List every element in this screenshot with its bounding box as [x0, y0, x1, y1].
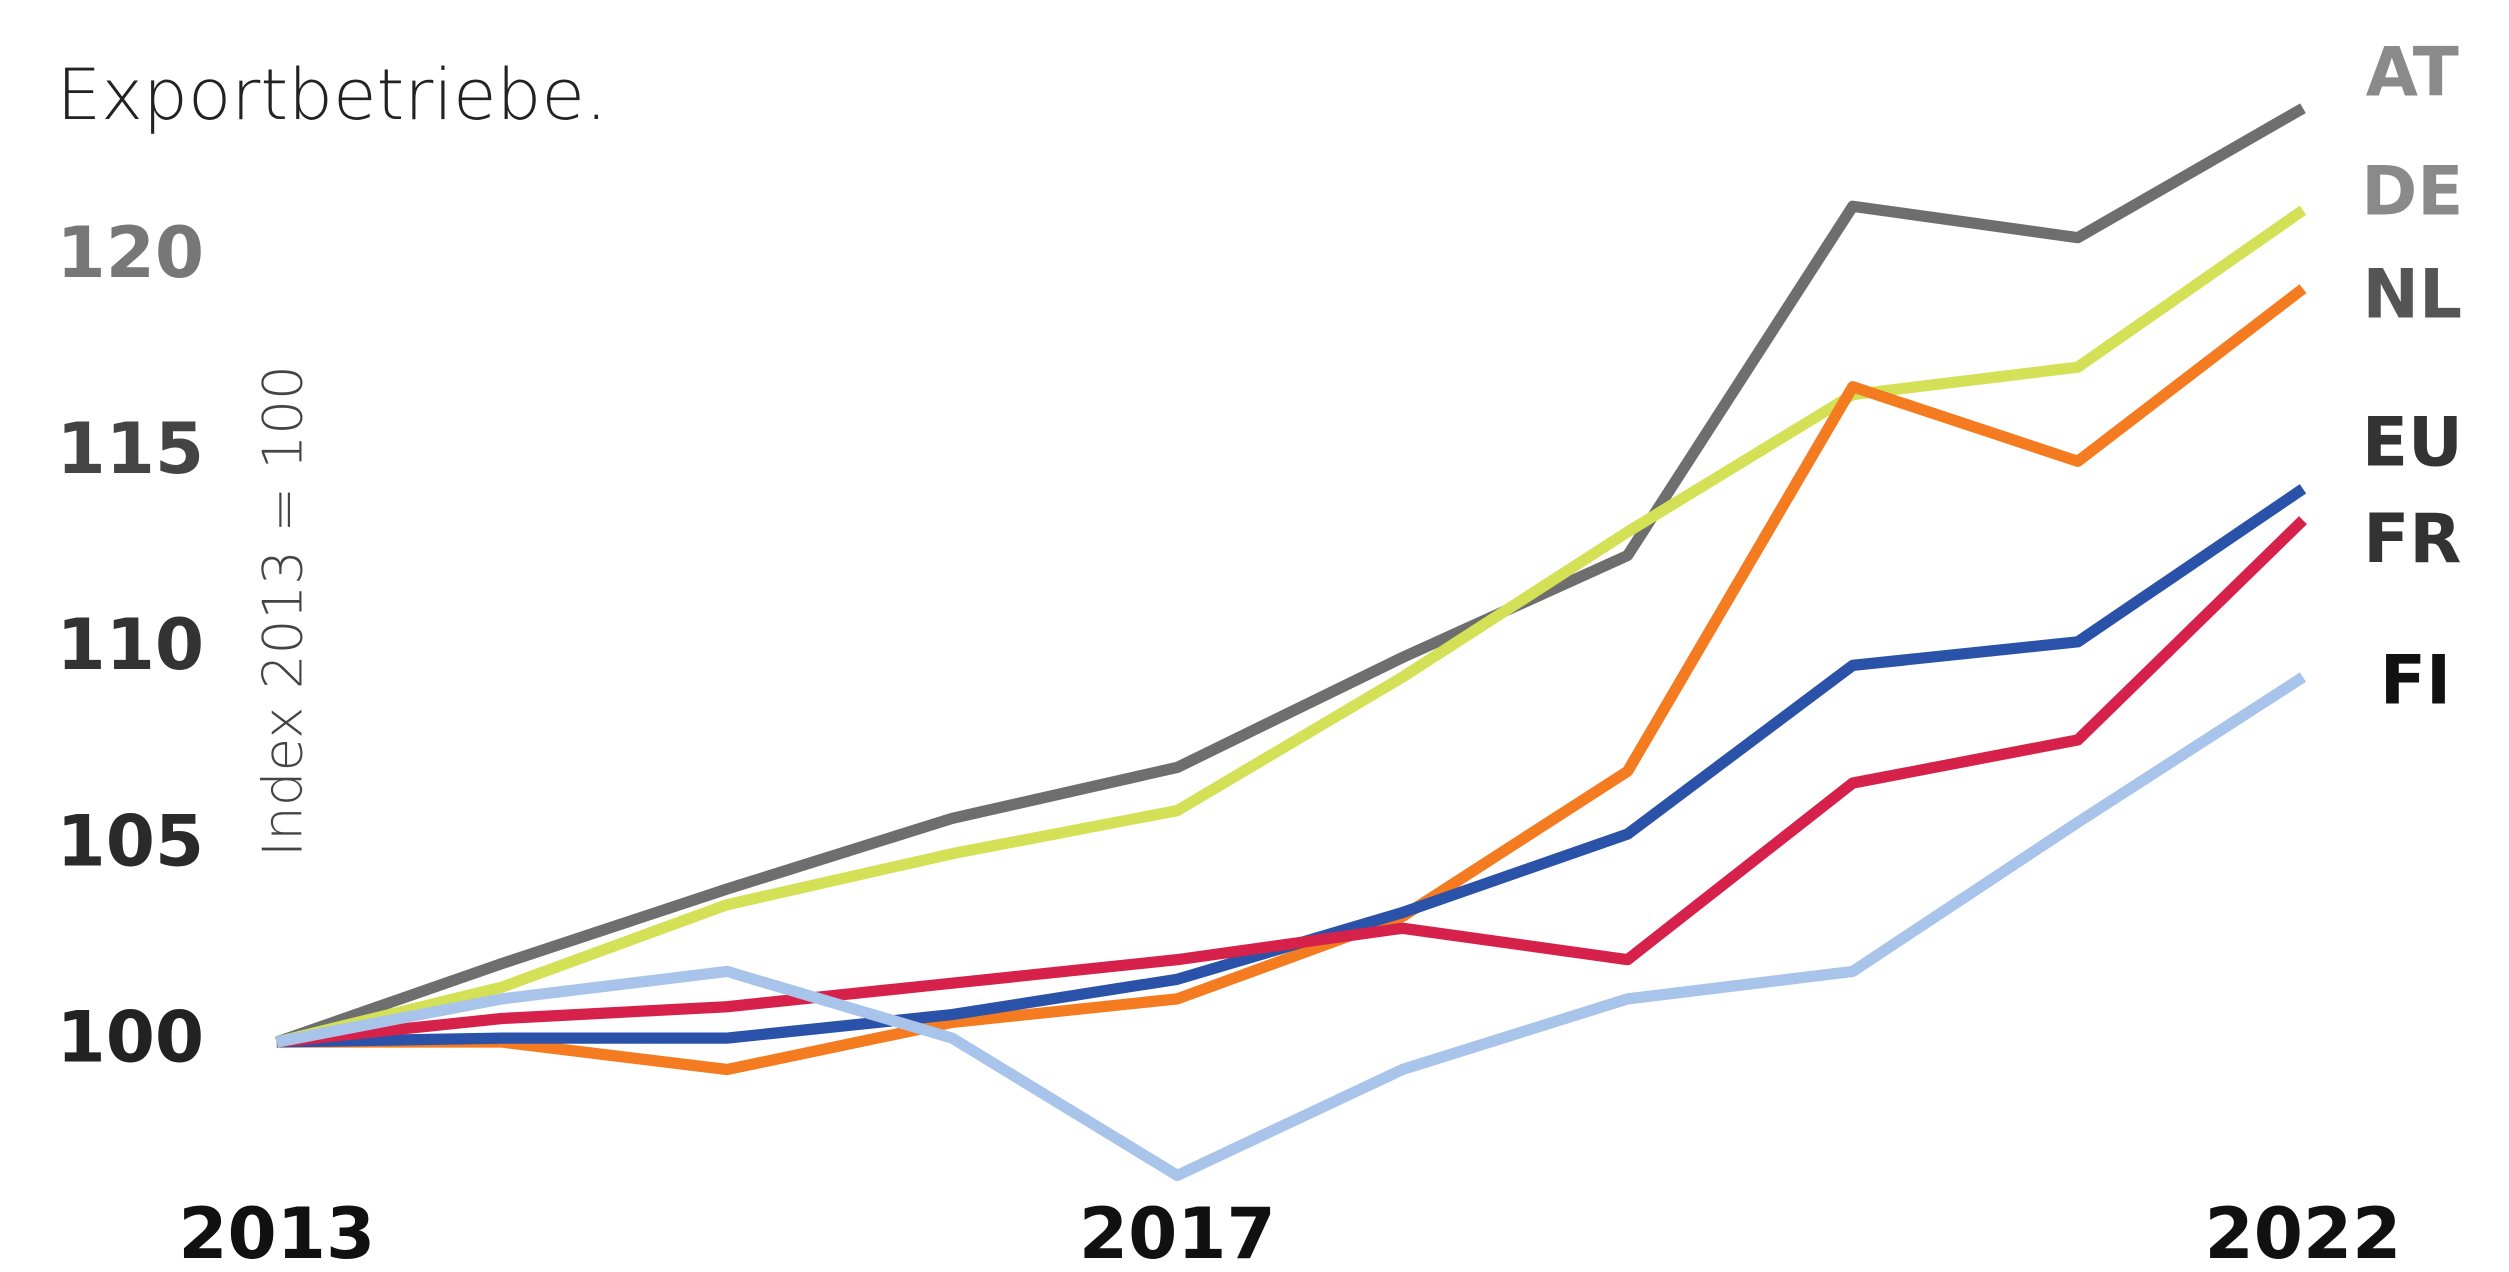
y-tick-label: 110 [56, 603, 204, 686]
y-axis-title: Index 2013 = 100 [251, 365, 315, 857]
series-label: FI [2380, 641, 2451, 720]
series-label: FR [2363, 499, 2461, 578]
series-label: DE [2361, 152, 2463, 231]
line-series [275, 672, 2307, 1182]
y-tick-label: 105 [56, 799, 204, 882]
x-tick-label: 2022 [2205, 1192, 2402, 1272]
series-label: EU [2362, 403, 2463, 482]
line-series [275, 205, 2307, 1048]
series-label: NL [2363, 255, 2463, 334]
y-tick-label: 100 [56, 996, 204, 1079]
y-tick-label: 115 [56, 407, 204, 490]
chart-subtitle: Exportbetriebe. [56, 53, 607, 136]
y-tick-label: 120 [56, 211, 204, 294]
x-tick-label: 2017 [1079, 1192, 1276, 1272]
line-series [274, 103, 2306, 1048]
series-label: AT [2366, 33, 2459, 112]
x-tick-label: 2013 [178, 1192, 375, 1272]
line-series [276, 516, 2307, 1048]
line-series [276, 284, 2307, 1076]
